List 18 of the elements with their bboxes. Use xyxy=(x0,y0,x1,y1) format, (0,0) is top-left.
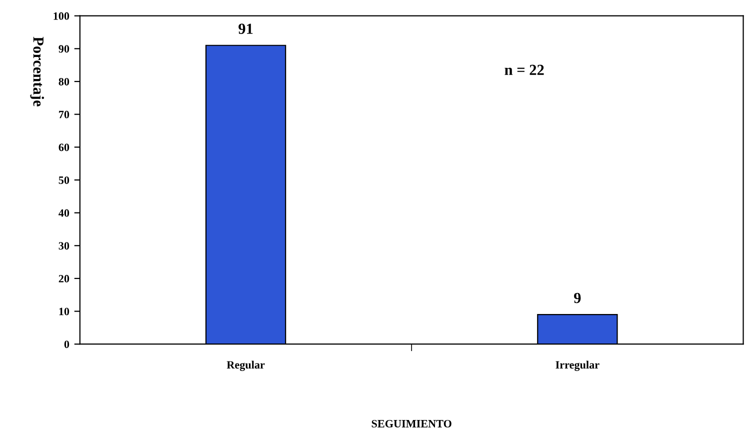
x-tick-label: Regular xyxy=(226,360,265,371)
annotation: n = 22 xyxy=(504,64,544,75)
y-tick-label: 100 xyxy=(54,12,70,20)
data-label: 91 xyxy=(238,24,253,34)
data-label: 9 xyxy=(574,292,581,304)
y-tick-label: 30 xyxy=(58,242,70,250)
y-axis-title: Porcentaje xyxy=(30,36,44,106)
x-tick-label: Irregular xyxy=(556,360,600,371)
y-tick-label: 50 xyxy=(58,176,70,184)
y-tick-label: 90 xyxy=(58,45,70,53)
x-axis-title: SEGUIMIENTO xyxy=(372,420,452,428)
y-tick-label: 80 xyxy=(58,78,70,86)
y-tick-label: 20 xyxy=(58,274,70,282)
y-tick-label: 60 xyxy=(58,144,70,152)
y-tick-label: 0 xyxy=(64,340,70,348)
y-tick-label: 70 xyxy=(59,110,70,118)
y-tick-label: 10 xyxy=(59,308,70,316)
y-tick-label: 40 xyxy=(58,209,70,217)
